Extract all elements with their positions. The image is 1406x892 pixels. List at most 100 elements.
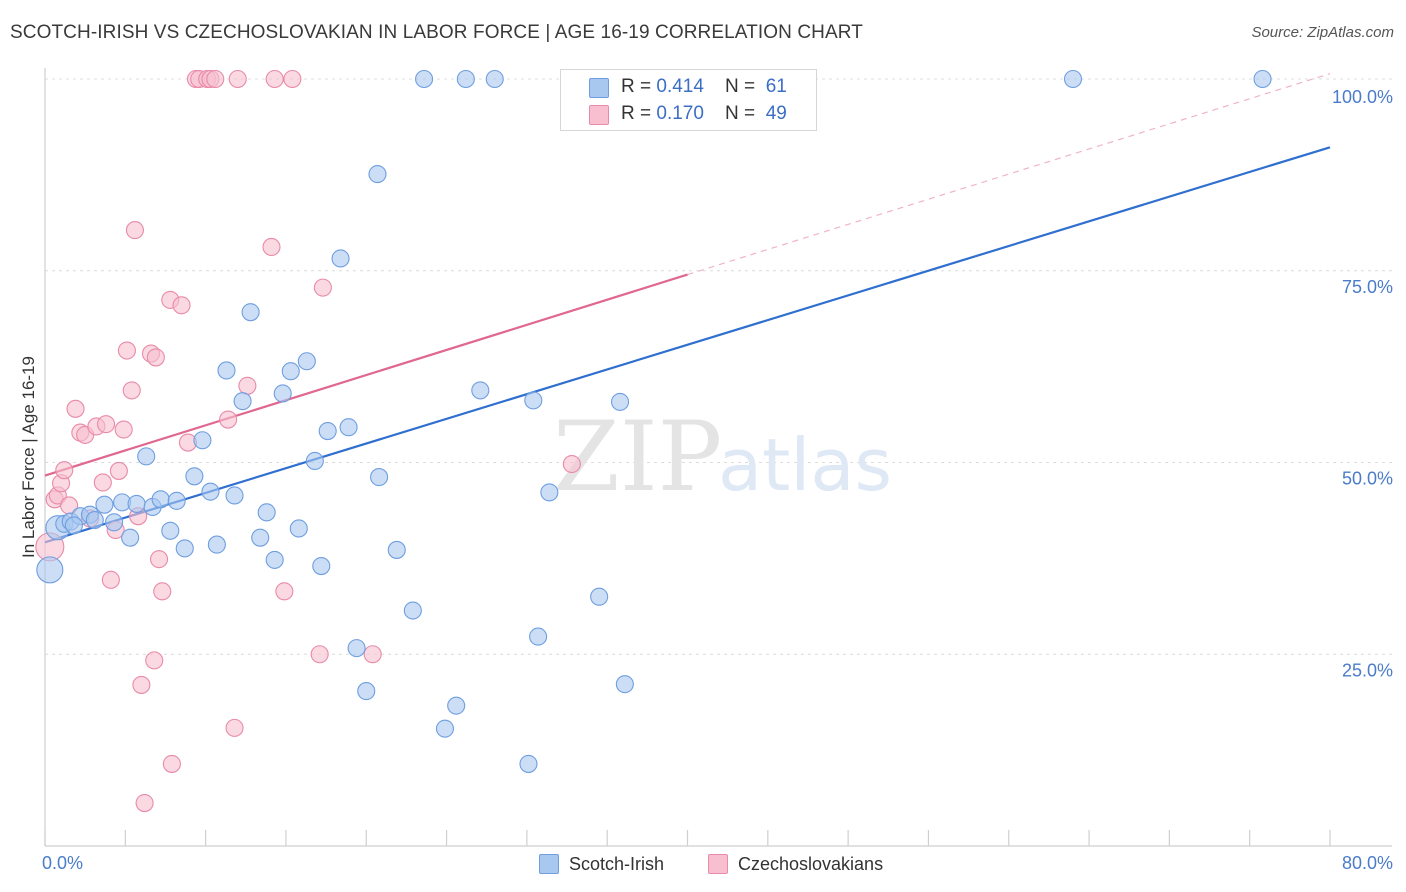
- scotch-irish-point: [615, 675, 634, 694]
- czechoslovakian-point: [122, 381, 141, 400]
- scotch-irish-point: [387, 540, 406, 559]
- scotch-irish-point: [95, 495, 114, 514]
- scotch-irish-point: [121, 528, 140, 547]
- scotch-irish-point: [524, 391, 543, 410]
- scotch-irish-point: [241, 303, 260, 322]
- y-tick-label: 75.0%: [1342, 277, 1393, 297]
- scotch-irish-trend-line: [44, 146, 1331, 544]
- czechoslovakian-point: [125, 221, 144, 240]
- y-tick-labels: 25.0% 50.0% 75.0% 100.0%: [1332, 87, 1393, 680]
- scotch-irish-point: [403, 601, 422, 620]
- y-tick-label: 25.0%: [1342, 660, 1393, 680]
- scotch-irish-point: [185, 467, 204, 486]
- stats-legend: R = 0.414 N = 61 R = 0.170 N = 49: [560, 69, 817, 131]
- scotch-irish-point: [456, 69, 475, 89]
- source-credit: Source: ZipAtlas.com: [1251, 24, 1394, 41]
- legend-n-label: N =: [725, 103, 761, 124]
- czechoslovakian-point: [96, 415, 116, 434]
- scotch-irish-point: [207, 535, 226, 554]
- scotch-irish-point: [331, 249, 350, 268]
- scotch-irish-point: [265, 550, 284, 569]
- scotch-irish-point: [127, 494, 146, 513]
- czechoslovakian-point: [153, 582, 172, 601]
- scotch-irish-point: [370, 468, 389, 487]
- series-label-czechoslovakians: Czechoslovakians: [738, 853, 884, 874]
- czechoslovakian-point: [117, 341, 136, 360]
- y-tick-label: 100.0%: [1332, 87, 1393, 107]
- legend-text-czechoslovakians: R = 0.170 N = 49: [621, 103, 787, 125]
- czechoslovakian-point: [172, 296, 191, 315]
- scotch-irish-point: [175, 539, 194, 558]
- series-legend-czechoslovakians: Czechoslovakians: [708, 852, 883, 876]
- czechoslovakian-point: [132, 675, 151, 694]
- scotch-irish-point: [36, 556, 64, 584]
- watermark-zip: ZIP: [553, 401, 722, 513]
- axes: [44, 68, 1392, 847]
- scotch-irish-point: [167, 491, 186, 510]
- scotch-irish-point: [257, 503, 276, 522]
- scotch-irish-point: [529, 627, 548, 646]
- scotch-irish-point: [318, 422, 337, 441]
- scotch-irish-point: [368, 165, 387, 184]
- scotch-irish-point: [590, 587, 609, 606]
- czechoslovakian-point: [228, 69, 247, 89]
- czechoslovakian-point: [55, 461, 74, 480]
- czechoslovakian-point: [93, 473, 112, 492]
- watermark-atlas: atlas: [718, 423, 892, 507]
- grid-lines: [45, 78, 1392, 655]
- watermark: ZIP atlas: [553, 401, 892, 513]
- czechoslovakian-point: [313, 278, 332, 297]
- series-swatch-pink: [708, 854, 728, 874]
- scotch-irish-point: [485, 69, 504, 89]
- legend-swatch-pink: [589, 105, 609, 125]
- czechoslovakian-trend-extension: [687, 73, 1331, 276]
- czechoslovakian-point: [149, 550, 169, 569]
- scotch-irish-point: [151, 490, 170, 509]
- scotch-irish-point: [471, 381, 490, 400]
- legend-n-label: N =: [725, 76, 761, 97]
- scotch-irish-point: [251, 528, 270, 547]
- czechoslovakian-point: [66, 399, 85, 418]
- scotch-irish-point: [540, 483, 559, 502]
- scotch-irish-point: [137, 447, 156, 466]
- scotch-irish-point: [435, 719, 455, 738]
- scotch-irish-point: [161, 521, 180, 540]
- legend-r-value: 0.414: [656, 76, 704, 97]
- czechoslovakian-point: [145, 651, 164, 670]
- scotch-irish-point: [273, 384, 292, 403]
- y-tick-label: 50.0%: [1342, 469, 1393, 489]
- czechoslovakian-trend-line: [44, 273, 688, 477]
- y-axis-label: In Labor Force | Age 16-19: [19, 356, 38, 558]
- czechoslovakian-point: [238, 376, 257, 395]
- czechoslovakian-point: [146, 348, 165, 367]
- legend-text-scotch-irish: R = 0.414 N = 61: [621, 76, 787, 98]
- x-tick-label-max: 80.0%: [1342, 853, 1393, 873]
- czechoslovakian-point: [109, 461, 128, 480]
- czechoslovakian-point: [283, 69, 302, 89]
- czechoslovakian-point: [225, 718, 244, 737]
- czechoslovakian-point: [363, 645, 382, 664]
- legend-r-label: R =: [621, 103, 657, 124]
- scotch-irish-point: [519, 754, 538, 773]
- legend-n-value: 49: [765, 103, 787, 124]
- scotch-irish-point: [64, 516, 83, 535]
- czechoslovakian-point: [219, 410, 238, 429]
- legend-r-label: R =: [621, 76, 657, 97]
- scotch-irish-point: [1063, 69, 1083, 89]
- czechoslovakian-point: [562, 454, 581, 474]
- x-tick-label-min: 0.0%: [42, 853, 83, 873]
- czechoslovakian-point: [114, 420, 133, 439]
- czechoslovakian-point: [265, 69, 284, 89]
- series-swatch-blue: [539, 854, 559, 874]
- scotch-irish-point: [193, 431, 212, 450]
- scotch-irish-point: [339, 418, 358, 437]
- series-legend-scotch-irish: Scotch-Irish: [539, 852, 664, 876]
- scotch-irish-point: [297, 352, 316, 371]
- scotch-irish-point: [201, 482, 220, 501]
- scotch-irish-point: [233, 392, 252, 411]
- scotch-irish-points: [36, 69, 1272, 773]
- scotch-irish-point: [1253, 69, 1272, 89]
- czechoslovakian-point: [206, 69, 225, 89]
- scotch-irish-point: [415, 69, 434, 89]
- scotch-irish-point: [105, 513, 124, 532]
